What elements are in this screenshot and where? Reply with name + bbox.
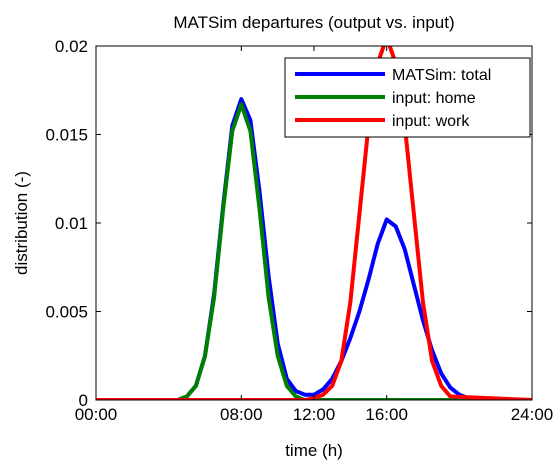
y-tick-label: 0.02: [55, 37, 88, 56]
x-tick-label: 24:00: [511, 405, 554, 424]
legend-label: input: home: [392, 90, 476, 107]
series-line-2: [96, 102, 532, 400]
x-tick-label: 08:00: [220, 405, 263, 424]
x-tick-label: 00:00: [75, 405, 118, 424]
y-tick-label: 0.015: [45, 126, 88, 145]
y-tick-label: 0.005: [45, 303, 88, 322]
legend: MATSim: total input: home input: work: [284, 57, 531, 138]
y-axis-label: distribution (-): [12, 171, 31, 275]
y-tick-label: 0: [79, 391, 88, 410]
y-tick-label: 0.01: [55, 214, 88, 233]
ticks-layer: 00:00 08:00 12:00 16:00 24:00 0 0.005 0.01 0.015…: [45, 37, 553, 424]
legend-label: MATSim: total: [392, 67, 491, 84]
x-tick-label: 16:00: [365, 405, 408, 424]
x-axis-label: time (h): [285, 441, 343, 460]
x-tick-label: 12:00: [293, 405, 336, 424]
chart-title: MATSim departures (output vs. input): [173, 13, 454, 32]
legend-label: input: work: [392, 113, 470, 130]
